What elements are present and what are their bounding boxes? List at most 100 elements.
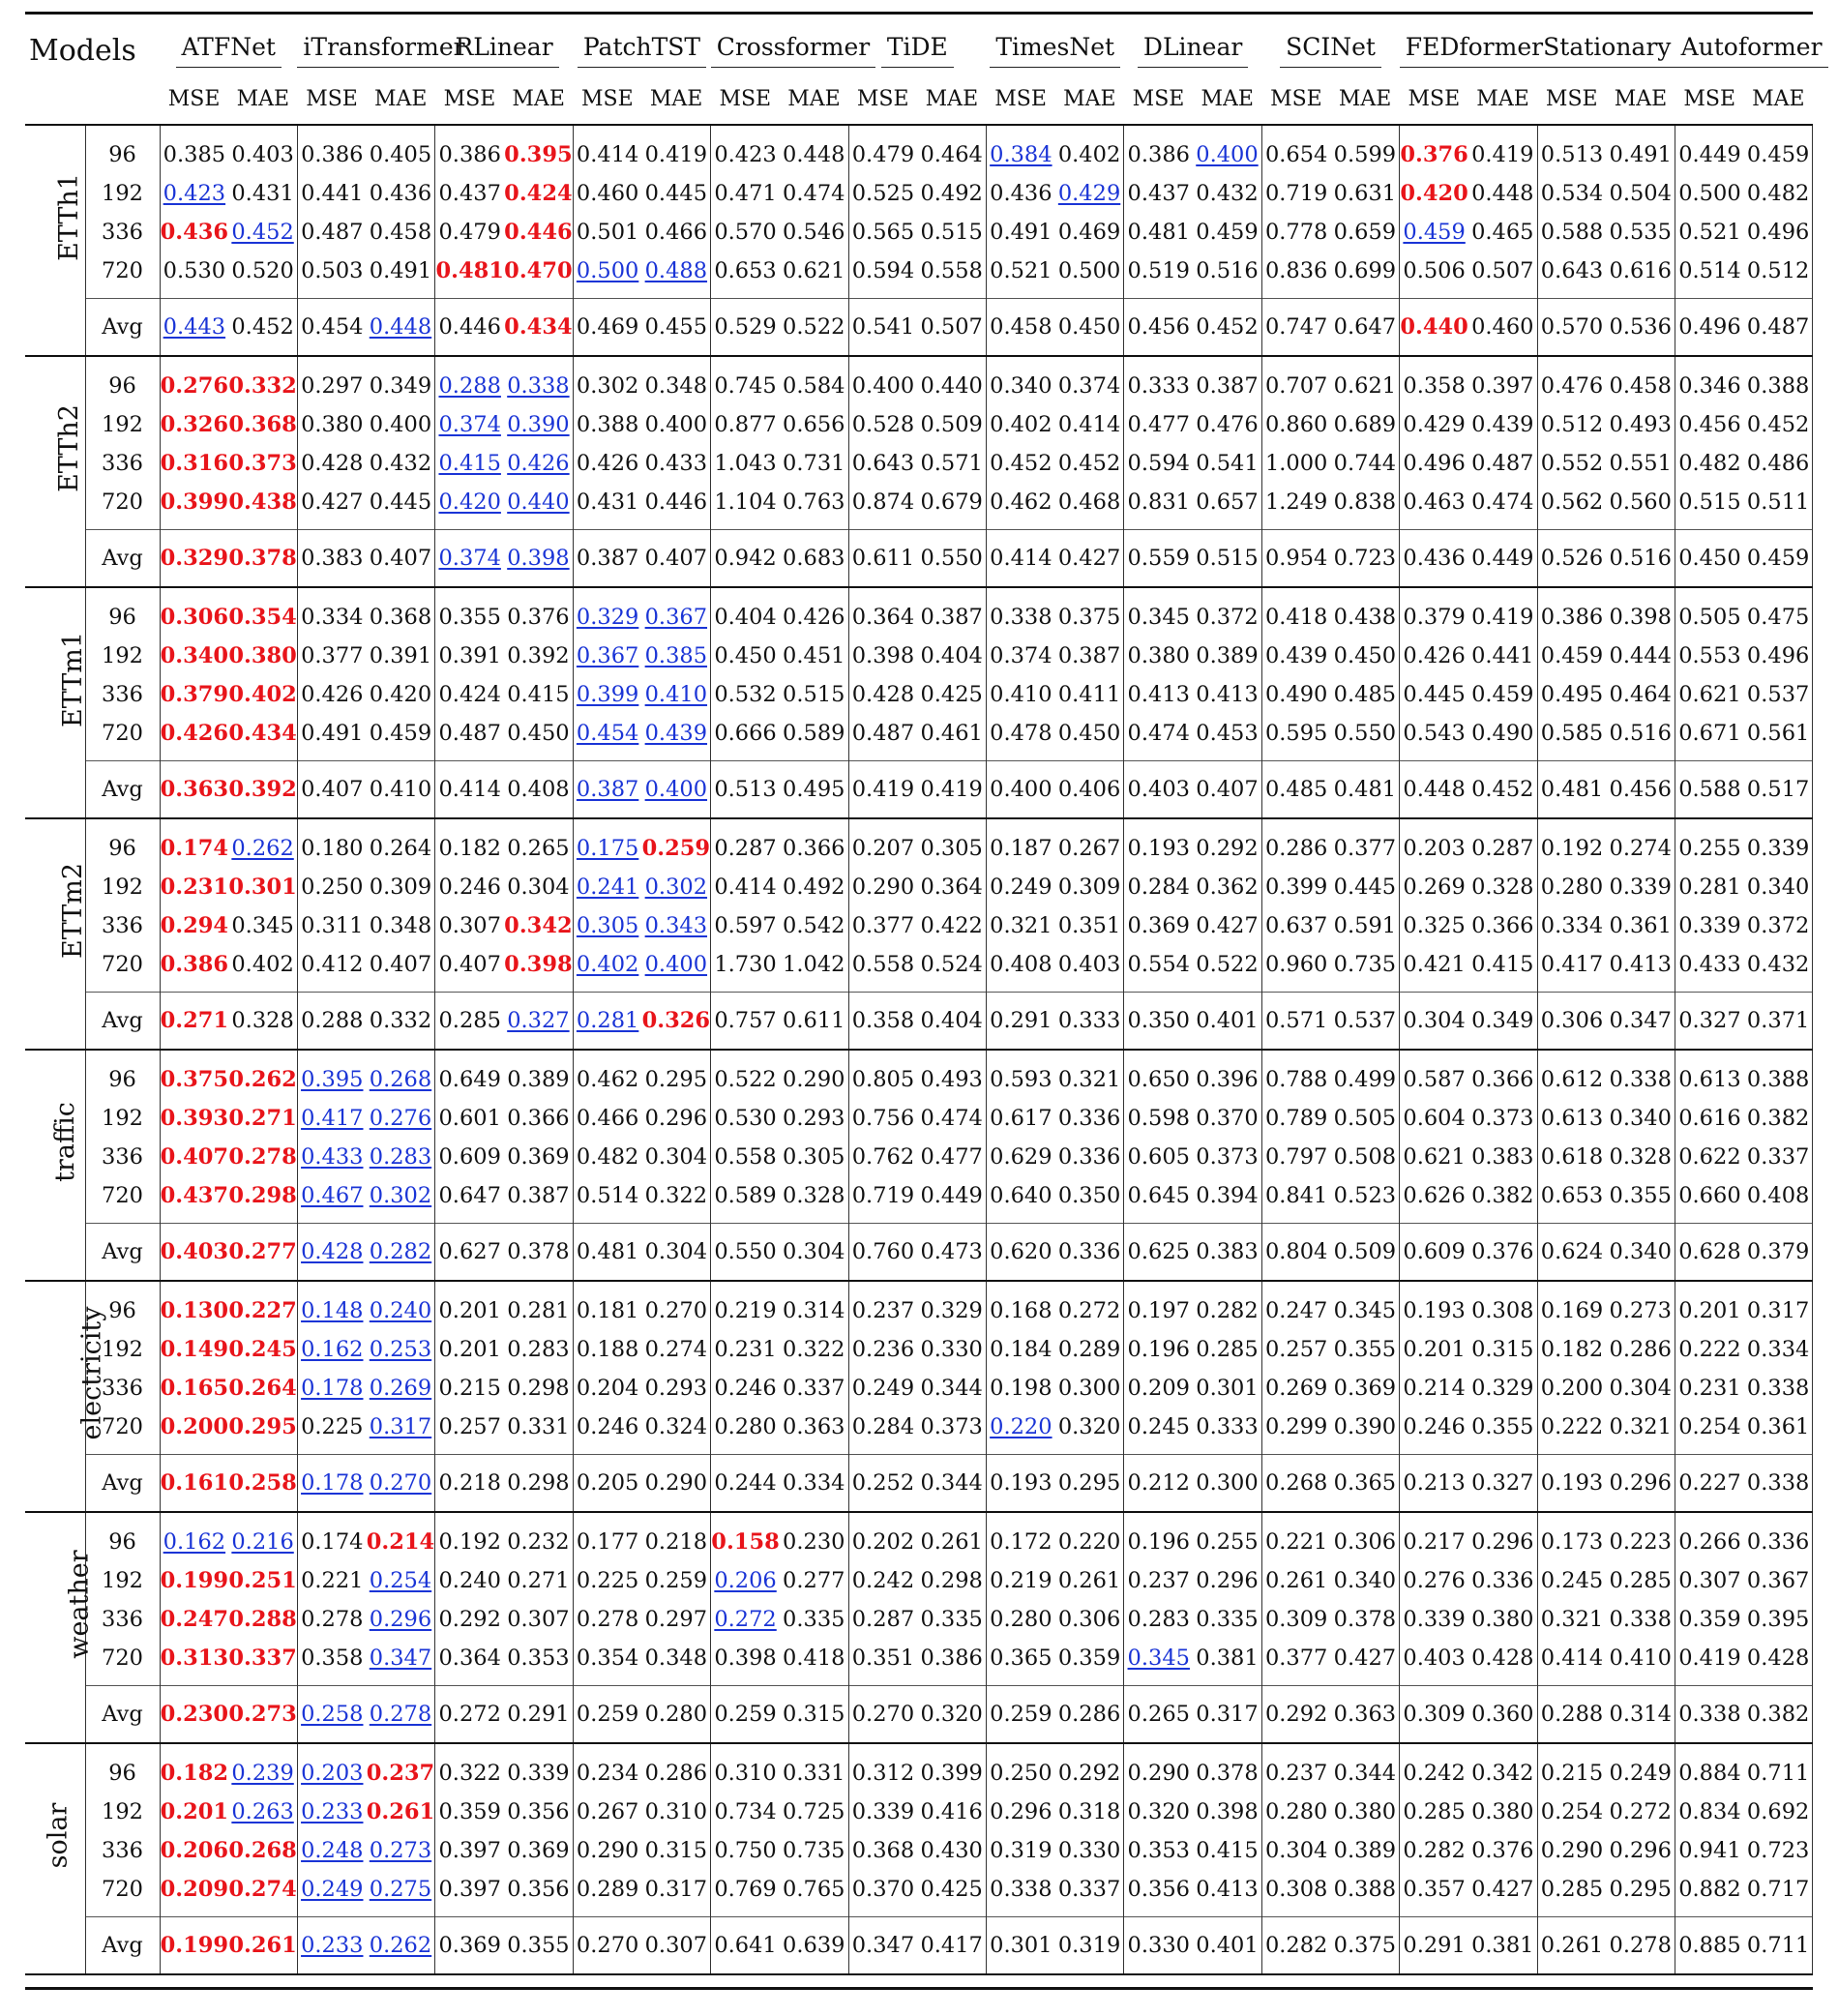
value-cell: 0.425 bbox=[917, 1870, 986, 1917]
value: 0.723 bbox=[1333, 546, 1397, 571]
value: 0.479 bbox=[438, 220, 501, 245]
value-cell: 0.399 bbox=[917, 1743, 986, 1793]
value: 0.321 bbox=[990, 913, 1052, 938]
value-best: 0.337 bbox=[228, 1645, 297, 1671]
value-cell: 0.512 bbox=[1536, 405, 1607, 444]
value-best: 0.214 bbox=[366, 1529, 435, 1555]
value-cell: 0.162 bbox=[296, 1330, 367, 1369]
value-cell: 0.366 bbox=[1468, 1050, 1537, 1099]
value: 0.301 bbox=[990, 1933, 1052, 1958]
value: 0.487 bbox=[1471, 451, 1534, 476]
value: 0.374 bbox=[1057, 373, 1121, 399]
value-cell: 0.332 bbox=[366, 992, 435, 1051]
value-cell: 0.338 bbox=[1743, 1454, 1814, 1513]
value: 0.289 bbox=[1057, 1337, 1121, 1362]
value-cell: 0.338 bbox=[1606, 1600, 1675, 1639]
value-cell: 0.487 bbox=[847, 714, 918, 761]
value: 0.561 bbox=[1746, 721, 1810, 746]
value-cell: 0.219 bbox=[985, 1561, 1055, 1600]
value-cell: 0.509 bbox=[1330, 1223, 1400, 1282]
value: 0.309 bbox=[369, 875, 432, 900]
value: 0.284 bbox=[1127, 875, 1190, 900]
value-cell: 0.765 bbox=[780, 1870, 848, 1917]
model-name: Autoformer bbox=[1675, 33, 1828, 68]
value-cell: 0.355 bbox=[1606, 1176, 1675, 1224]
value: 0.626 bbox=[1403, 1183, 1466, 1208]
value: 0.389 bbox=[1333, 1838, 1397, 1863]
value: 0.367 bbox=[1746, 1568, 1810, 1593]
value-cell: 0.624 bbox=[1536, 1223, 1607, 1282]
value-cell: 0.328 bbox=[1606, 1138, 1675, 1176]
value-cell: 0.382 bbox=[1743, 1099, 1814, 1138]
value: 0.407 bbox=[369, 952, 432, 977]
value: 0.404 bbox=[920, 1008, 983, 1033]
value-cell: 0.400 bbox=[1193, 125, 1261, 174]
value-cell: 0.485 bbox=[1331, 675, 1400, 714]
value-cell: 0.626 bbox=[1399, 1176, 1468, 1224]
value-cell: 0.400 bbox=[847, 356, 918, 405]
value-cell: 0.417 bbox=[296, 1099, 367, 1138]
value: 0.225 bbox=[301, 1414, 364, 1439]
value-cell: 0.359 bbox=[1055, 1639, 1124, 1686]
value: 0.445 bbox=[369, 489, 432, 515]
value-cell: 0.174 bbox=[159, 818, 229, 868]
value: 0.744 bbox=[1333, 451, 1397, 476]
value: 0.495 bbox=[1540, 682, 1604, 707]
value-cell: 0.407 bbox=[159, 1138, 229, 1176]
value-cell: 0.261 bbox=[1536, 1916, 1607, 1975]
value: 1.000 bbox=[1264, 451, 1328, 476]
value: 0.450 bbox=[1678, 546, 1741, 571]
value-second-best: 0.338 bbox=[507, 373, 570, 399]
value: 0.324 bbox=[644, 1414, 708, 1439]
value: 0.295 bbox=[644, 1067, 708, 1092]
value: 0.717 bbox=[1746, 1877, 1810, 1902]
value-cell: 0.570 bbox=[1536, 298, 1607, 357]
value-cell: 0.427 bbox=[1331, 1639, 1400, 1686]
value: 0.699 bbox=[1333, 258, 1397, 283]
value: 0.202 bbox=[851, 1529, 915, 1555]
value-cell: 0.414 bbox=[434, 760, 505, 819]
horizon-cell: 336 bbox=[84, 444, 161, 483]
value: 0.612 bbox=[1540, 1067, 1604, 1092]
value: 0.355 bbox=[1609, 1183, 1672, 1208]
value-cell: 0.305 bbox=[572, 906, 642, 945]
value-cell: 0.173 bbox=[1536, 1512, 1607, 1561]
value-cell: 0.354 bbox=[228, 587, 297, 637]
value-cell: 0.459 bbox=[1743, 529, 1814, 588]
value: 0.283 bbox=[1127, 1607, 1190, 1632]
value-cell: 0.339 bbox=[1743, 818, 1814, 868]
value: 0.657 bbox=[1196, 489, 1259, 515]
value: 0.357 bbox=[1403, 1877, 1466, 1902]
value-cell: 0.233 bbox=[296, 1916, 367, 1975]
value: 0.348 bbox=[644, 1645, 708, 1671]
value-best: 0.199 bbox=[160, 1568, 229, 1593]
value: 0.269 bbox=[1264, 1376, 1328, 1401]
metric-header: MSE bbox=[573, 74, 642, 126]
value-best: 0.470 bbox=[504, 258, 573, 283]
value: 0.278 bbox=[1609, 1933, 1672, 1958]
value-cell: 0.400 bbox=[641, 405, 710, 444]
value: 0.522 bbox=[714, 1067, 777, 1092]
value-cell: 0.248 bbox=[296, 1831, 367, 1870]
value-cell: 0.543 bbox=[1399, 714, 1468, 761]
value-cell: 0.525 bbox=[847, 174, 918, 213]
value: 0.474 bbox=[1127, 721, 1190, 746]
value-cell: 0.621 bbox=[1331, 356, 1400, 405]
value-cell: 0.481 bbox=[1123, 213, 1194, 252]
value-cell: 0.404 bbox=[917, 637, 986, 675]
value: 0.419 bbox=[1678, 1645, 1741, 1671]
value-cell: 0.336 bbox=[1743, 1512, 1814, 1561]
value-cell: 0.495 bbox=[1536, 675, 1607, 714]
value-cell: 0.388 bbox=[1743, 356, 1814, 405]
value-cell: 0.290 bbox=[1536, 1831, 1607, 1870]
value: 0.257 bbox=[1264, 1337, 1328, 1362]
value-cell: 0.295 bbox=[228, 1408, 297, 1455]
value-cell: 0.397 bbox=[434, 1831, 505, 1870]
value-second-best: 0.240 bbox=[369, 1298, 432, 1323]
value-cell: 0.452 bbox=[1193, 298, 1262, 357]
value: 0.402 bbox=[1057, 142, 1121, 167]
value: 0.522 bbox=[783, 314, 845, 340]
value-cell: 0.424 bbox=[434, 675, 505, 714]
value: 0.641 bbox=[714, 1933, 777, 1958]
value-cell: 0.251 bbox=[228, 1561, 297, 1600]
